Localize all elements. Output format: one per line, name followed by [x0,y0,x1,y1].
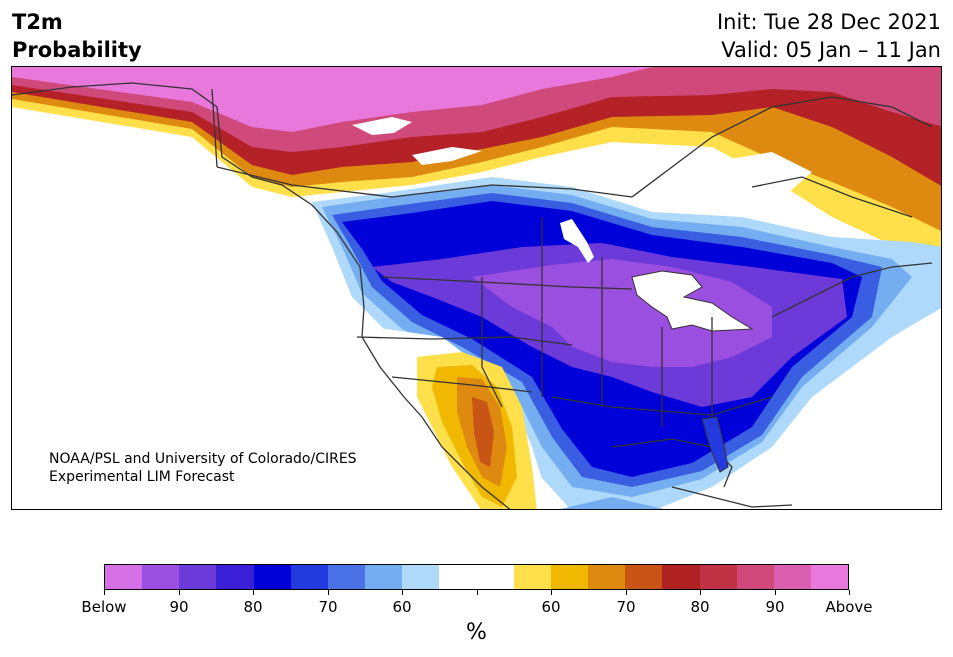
southwest-red [472,397,494,467]
colorbar-tick [477,590,478,595]
colorbar-tick-labels: Below 90 80 70 60 60 70 80 90 Above [81,598,872,618]
colorbar-swatch [662,565,700,589]
colorbar-tick-label: 80 [690,598,710,616]
colorbar-tick [849,590,850,595]
colorbar-tick-label: 70 [318,598,338,616]
colorbar-swatch [476,565,514,589]
colorbar-swatch [736,565,774,589]
florida [701,416,729,473]
colorbar-tick-label: 90 [169,598,189,616]
colorbar-swatch [365,565,403,589]
colorbar-tick [402,590,403,595]
map-canvas [12,67,941,509]
colorbar-tick-label: Above [825,598,873,616]
colorbar-swatch [550,565,589,589]
colorbar-swatch [290,565,328,589]
colorbar-swatch [327,565,366,589]
colorbar-swatch [142,565,180,589]
above-high-region [12,67,652,132]
colorbar-tick-label: 60 [392,598,412,616]
colorbar-tick-label: 80 [243,598,263,616]
colorbar [104,564,849,590]
map-dates: Init: Tue 28 Dec 2021 Valid: 05 Jan – 11… [717,8,941,64]
colorbar-tick-label: Below [81,598,127,616]
credit-text: NOAA/PSL and University of Colorado/CIRE… [49,450,357,486]
valid-range: Valid: 05 Jan – 11 Jan [721,38,941,62]
gulf-light-blue [560,497,664,509]
colorbar-swatch [439,565,477,589]
colorbar-swatch [773,565,811,589]
colorbar-tick [775,590,776,595]
colorbar-ticks [104,590,850,596]
colorbar-swatch [216,565,254,589]
great-slave-lake [412,147,482,165]
credit-line-1: NOAA/PSL and University of Colorado/CIRE… [49,451,357,467]
colorbar-swatch [810,565,849,589]
colorbar-swatch [513,565,551,589]
title-variable: T2m [12,10,63,34]
map-title: T2m Probability [12,8,142,64]
colorbar-swatch [179,565,217,589]
colorbar-tick [551,590,552,595]
colorbar-tick [253,590,254,595]
colorbar-unit: % [466,620,487,645]
colorbar-tick [179,590,180,595]
lake-winnipeg [560,219,594,263]
colorbar-swatch [588,565,626,589]
colorbar-tick [328,590,329,595]
colorbar-tick [626,590,627,595]
credit-line-2: Experimental LIM Forecast [49,469,235,485]
title-type: Probability [12,38,142,62]
great-lakes [631,270,754,332]
great-bear-lake [352,117,412,135]
colorbar-tick-label: 70 [616,598,636,616]
colorbar-swatch [699,565,737,589]
colorbar-tick [104,590,105,595]
colorbar-swatch [253,565,291,589]
colorbar-tick-label: 90 [765,598,785,616]
colorbar-swatch [402,565,440,589]
init-date: Init: Tue 28 Dec 2021 [716,10,941,34]
colorbar-tick-label: 60 [541,598,561,616]
forecast-map [11,66,942,510]
colorbar-tick [700,590,701,595]
colorbar-swatch [105,565,143,589]
colorbar-swatch [625,565,663,589]
neutral-east-canada [622,152,812,217]
